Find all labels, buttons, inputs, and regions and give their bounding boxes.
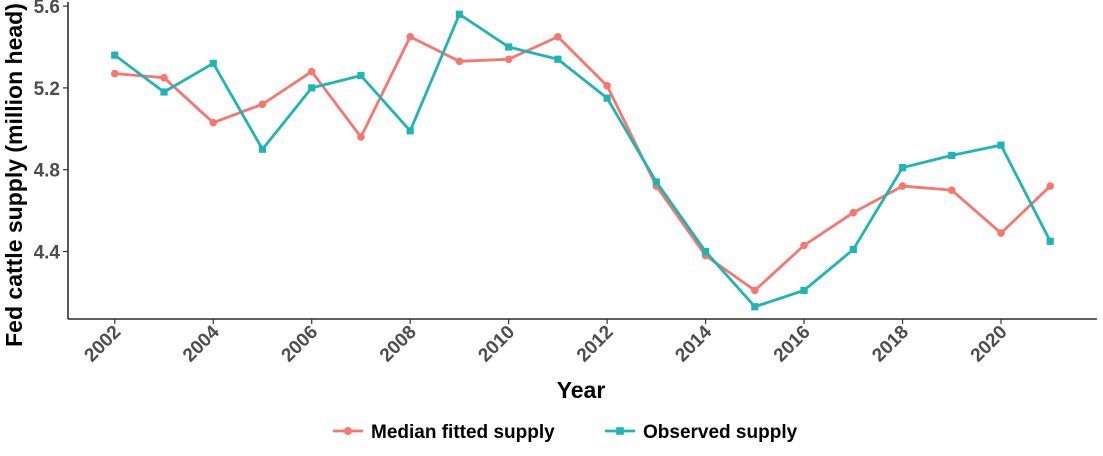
legend-item: Median fitted supply: [333, 422, 555, 443]
data-point: [357, 133, 365, 141]
data-point: [504, 55, 513, 64]
data-point: [603, 94, 611, 102]
data-point: [357, 72, 365, 80]
legend: Median fitted supply Observed supply: [333, 422, 798, 443]
series-line: [113, 35, 1052, 292]
data-point: [455, 57, 464, 66]
series-0: [110, 32, 1055, 295]
data-point: [110, 69, 119, 78]
data-point: [455, 10, 464, 18]
data-point: [701, 247, 710, 256]
data-point: [554, 55, 562, 63]
x-tick-label: 2008: [376, 322, 421, 367]
data-point: [997, 229, 1005, 237]
legend-key-marker: [344, 427, 352, 435]
data-point: [947, 186, 956, 194]
data-point: [160, 88, 168, 96]
y-tick-label: 5.6: [34, 0, 60, 18]
x-tick-label: 2020: [967, 322, 1012, 367]
series-layer: [110, 10, 1055, 311]
data-point: [603, 82, 611, 90]
data-point: [406, 32, 414, 41]
y-axis-title: Fed cattle supply (million head): [1, 3, 27, 347]
series-line: [113, 12, 1052, 309]
data-point: [997, 141, 1005, 149]
x-axis-title: Year: [557, 377, 606, 403]
data-point: [209, 118, 218, 127]
y-tick-label: 5.2: [34, 79, 60, 100]
legend-item: Observed supply: [605, 422, 798, 443]
data-point: [258, 100, 267, 109]
x-tick-label: 2010: [474, 322, 519, 367]
x-tick-label: 2018: [868, 322, 913, 367]
data-point: [307, 67, 316, 76]
x-tick-label: 2016: [770, 322, 815, 367]
y-tick-label: 4.4: [34, 243, 61, 264]
axes: 4.4 4.8 5.2 5.6 2002 2004 2006 2008 2010 2012 2014…: [34, 0, 1097, 366]
data-point: [800, 286, 808, 294]
data-point: [652, 178, 660, 186]
data-point: [898, 164, 907, 172]
data-point: [406, 127, 414, 135]
x-tick-label: 2012: [573, 322, 618, 367]
data-point: [751, 303, 759, 311]
data-point: [898, 182, 907, 190]
x-tick-label: 2014: [671, 321, 716, 366]
data-point: [1046, 182, 1055, 190]
data-point: [308, 84, 316, 92]
data-point: [111, 51, 119, 59]
data-point: [1046, 237, 1054, 245]
data-point: [751, 286, 759, 295]
x-tick-label: 2004: [179, 321, 224, 366]
data-point: [849, 245, 857, 254]
x-tick-label: 2002: [81, 322, 126, 367]
data-point: [505, 43, 513, 51]
x-tick-label: 2006: [277, 322, 322, 367]
data-point: [849, 208, 858, 217]
legend-key-marker: [616, 427, 624, 435]
data-point: [800, 241, 808, 250]
data-point: [258, 145, 267, 153]
data-point: [554, 32, 562, 41]
y-tick-label: 4.8: [34, 161, 60, 182]
data-point: [209, 59, 217, 67]
legend-label: Median fitted supply: [371, 422, 555, 443]
data-point: [948, 151, 956, 159]
data-point: [160, 73, 168, 82]
series-1: [111, 10, 1054, 311]
legend-label: Observed supply: [643, 422, 798, 443]
